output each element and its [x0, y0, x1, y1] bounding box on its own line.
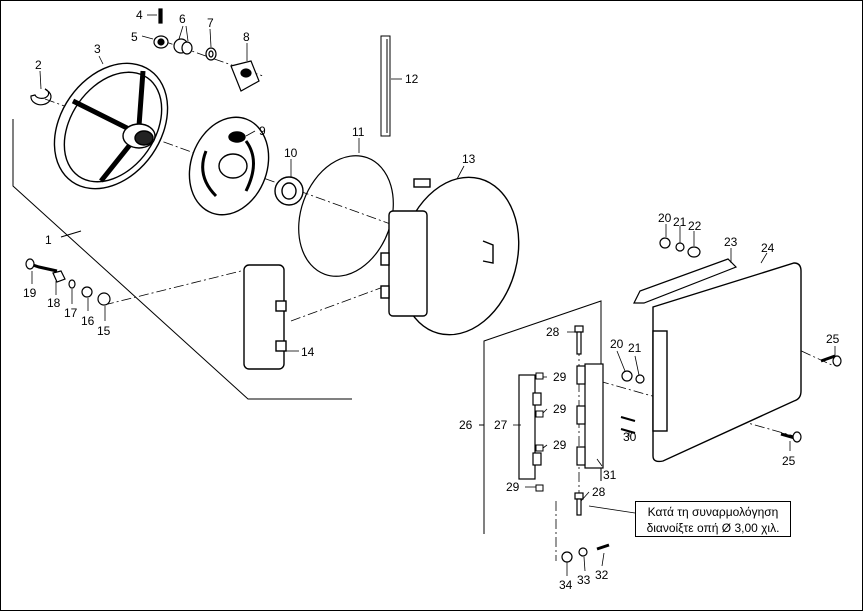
label-21b: 21: [628, 341, 642, 355]
label-6: 6: [179, 12, 186, 26]
label-17: 17: [64, 306, 78, 320]
handwheel-part-3: [53, 62, 169, 190]
fasteners-parts-32-34: [561, 543, 610, 563]
assembly-note-line-2: διανοίξτε οπή Ø 3,00 χιλ.: [646, 521, 780, 535]
label-30: 30: [623, 430, 637, 444]
label-28b: 28: [592, 485, 606, 499]
washer-part-10: [274, 176, 304, 206]
label-29a: 29: [553, 370, 567, 384]
label-9: 9: [259, 124, 266, 138]
label-11: 11: [352, 125, 365, 139]
part-labels: 1 2 3 4 5 6 7 8 9 10 11 12 13 14 15 16 1…: [23, 8, 840, 592]
label-34: 34: [559, 578, 573, 592]
assembly-note: Κατά τη συναρμολόγηση διανοίξτε οπή Ø 3,…: [635, 501, 791, 537]
pins-part-29: [535, 372, 544, 492]
assembly-bracket-1: [12, 119, 352, 400]
handle-part-23: [633, 258, 738, 304]
leader-lines: [31, 14, 836, 576]
label-7: 7: [207, 16, 214, 30]
label-14: 14: [301, 345, 315, 359]
gasket-part-11: [298, 155, 394, 277]
label-28a: 28: [546, 325, 560, 339]
label-12: 12: [405, 72, 419, 86]
label-3: 3: [94, 42, 101, 56]
label-8: 8: [243, 30, 250, 44]
label-21a: 21: [673, 215, 687, 229]
label-2: 2: [35, 58, 42, 72]
hinge-leaf-part-31: [576, 363, 604, 469]
screws-part-30: [620, 416, 636, 434]
bracket-part-8: [230, 60, 260, 92]
label-20b: 20: [610, 337, 624, 351]
label-27: 27: [494, 418, 508, 432]
label-29b: 29: [553, 402, 567, 416]
label-26: 26: [459, 418, 473, 432]
label-20a: 20: [658, 211, 672, 225]
label-22: 22: [688, 219, 702, 233]
label-32: 32: [595, 568, 609, 582]
label-1: 1: [45, 233, 52, 247]
label-4: 4: [136, 8, 143, 22]
fasteners-parts-20-22: [659, 237, 701, 258]
label-29c: 29: [553, 438, 567, 452]
hinge-leaf-part-27: [518, 374, 542, 480]
label-29d: 29: [506, 480, 520, 494]
label-15: 15: [97, 324, 111, 338]
label-31: 31: [603, 468, 617, 482]
cam-plate-part-9: [188, 116, 270, 216]
label-5: 5: [131, 30, 138, 44]
label-10: 10: [284, 146, 298, 160]
label-13: 13: [462, 152, 476, 166]
label-33: 33: [577, 573, 591, 587]
label-23: 23: [724, 235, 738, 249]
label-24: 24: [761, 241, 775, 255]
fasteners-parts-4-7: [153, 8, 217, 61]
label-16: 16: [81, 314, 95, 328]
leader-1: [60, 230, 82, 238]
hinge-block-part-14: [243, 264, 287, 370]
rod-part-12: [380, 35, 391, 137]
label-19: 19: [23, 286, 37, 300]
assembly-note-line-1: Κατά τη συναρμολόγηση: [647, 505, 779, 519]
pins-part-28: [574, 325, 584, 516]
fasteners-parts-15-19: [25, 258, 111, 306]
circlip-part-2: [30, 88, 52, 106]
plate-part-24: [652, 262, 802, 463]
bolts-part-25: [780, 354, 842, 443]
label-25a: 25: [826, 332, 840, 346]
label-18: 18: [47, 296, 61, 310]
label-25b: 25: [782, 454, 796, 468]
fasteners-parts-20-21-mid: [621, 370, 645, 384]
cover-part-13: [380, 176, 520, 336]
